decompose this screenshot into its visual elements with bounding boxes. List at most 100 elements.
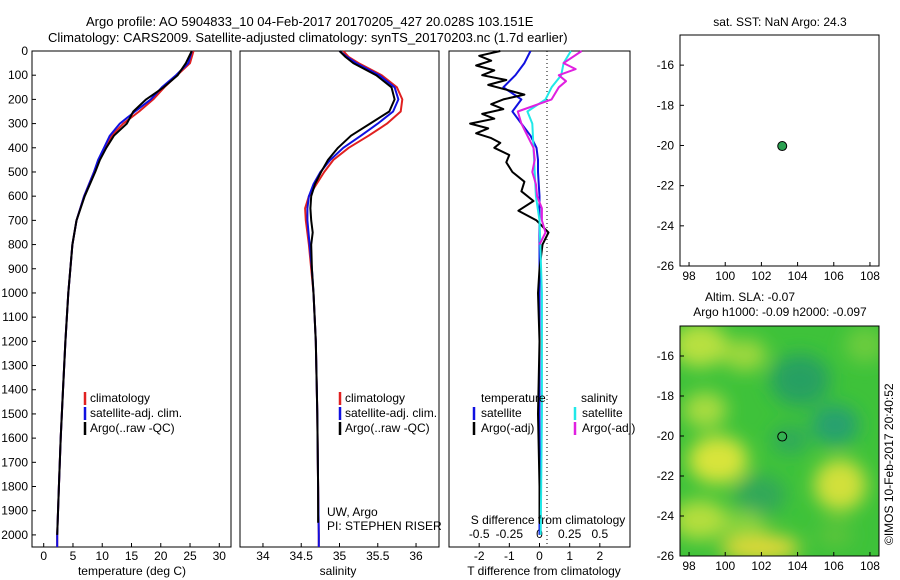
depth-tick-label: 1700	[1, 455, 28, 469]
map-x-tick-label: 104	[788, 269, 808, 283]
argo-location-marker	[777, 141, 788, 152]
x-tick-label-secondary: 0.25	[558, 527, 582, 541]
salinity-annotation-2: PI: STEPHEN RISER	[327, 519, 442, 533]
sla-map-title: Altim. SLA: -0.07	[705, 290, 795, 304]
map-y-tick-label: -20	[657, 138, 675, 152]
sal-legend-argo: Argo(..raw -QC)	[345, 421, 430, 435]
map-x-tick-label: 106	[824, 269, 844, 283]
map-x-tick-label: 102	[751, 559, 771, 573]
x-tick-label: 34	[256, 549, 270, 563]
x-tick-label: 34.5	[290, 549, 314, 563]
map-x-tick-label: 100	[715, 559, 735, 573]
series-line-argo-raw-qc-	[56, 50, 193, 535]
map-y-tick-label: -26	[657, 549, 675, 563]
salinity-annotation-1: UW, Argo	[327, 505, 378, 519]
depth-tick-label: 1400	[1, 383, 28, 397]
map-y-tick-label: -18	[657, 98, 675, 112]
depth-tick-label: 500	[8, 165, 28, 179]
difference-xlabel: T difference from climatology	[467, 564, 621, 578]
depth-tick-label: 1900	[1, 504, 28, 518]
depth-tick-label: 700	[8, 213, 28, 227]
sal-legend-climatology: climatology	[345, 391, 405, 405]
series-line-argo-adj-	[516, 50, 583, 246]
diff-legend-sal-satellite: satellite	[582, 406, 623, 420]
diff-legend-sal-argo: Argo(-adj)	[582, 421, 635, 435]
depth-tick-label: 300	[8, 117, 28, 131]
map-x-tick-label: 104	[788, 559, 808, 573]
depth-tick-label: 400	[8, 141, 28, 155]
salinity-legend: climatology satellite-adj. clim. Argo(..…	[338, 391, 437, 435]
x-tick-label: 1	[566, 549, 573, 563]
x-tick-label: 10	[96, 549, 110, 563]
salinity-panel-frame	[239, 50, 440, 548]
header-line-2: Climatology: CARS2009. Satellite-adjuste…	[48, 30, 568, 45]
depth-tick-label: 1100	[2, 310, 28, 324]
map-y-tick-label: -24	[657, 509, 675, 523]
x-tick-label: -2	[474, 549, 485, 563]
salinity-xlabel: salinity	[320, 564, 357, 578]
map-y-tick-label: -16	[657, 349, 675, 363]
diff-legend-title-salinity: salinity	[581, 391, 618, 405]
map-x-tick-label: 108	[860, 559, 880, 573]
depth-tick-label: 800	[8, 238, 28, 252]
sal-legend-satellite: satellite-adj. clim.	[345, 406, 437, 420]
x-tick-label-secondary: -0.5	[469, 527, 490, 541]
x-tick-label: 0	[536, 549, 543, 563]
imos-side-label: ©IMOS 10-Feb-2017 20:40:52	[882, 383, 896, 545]
map-x-tick-label: 98	[682, 269, 696, 283]
depth-tick-label: 2000	[1, 528, 28, 542]
depth-tick-label: 900	[8, 262, 28, 276]
x-tick-label: 0	[40, 549, 47, 563]
depth-tick-label: 1200	[1, 334, 28, 348]
x-tick-label: 35.5	[366, 549, 390, 563]
diff-legend-temp-satellite: satellite	[481, 406, 522, 420]
depth-tick-label: 1500	[1, 407, 28, 421]
depth-tick-label: 100	[8, 68, 28, 82]
temp-legend-satellite: satellite-adj. clim.	[90, 406, 182, 420]
map-x-tick-label: 108	[860, 269, 880, 283]
map-y-tick-label: -18	[657, 389, 675, 403]
depth-tick-label: 200	[8, 92, 28, 106]
header-line-1: Argo profile: AO 5904833_10 04-Feb-2017 …	[86, 14, 534, 29]
series-line-argo-adj-	[469, 50, 550, 523]
map-x-tick-label: 102	[751, 269, 771, 283]
map-y-tick-label: -26	[657, 259, 675, 273]
temp-legend-climatology: climatology	[90, 391, 150, 405]
x-tick-label: 2	[596, 549, 603, 563]
map-y-tick-label: -20	[657, 429, 675, 443]
x-tick-label: 25	[183, 549, 197, 563]
x-tick-label: 30	[213, 549, 227, 563]
map-y-tick-label: -22	[657, 469, 675, 483]
temp-legend-argo: Argo(..raw -QC)	[90, 421, 175, 435]
diff-legend-temp-argo: Argo(-adj)	[481, 421, 534, 435]
x-tick-label: 20	[154, 549, 168, 563]
depth-tick-label: 1600	[1, 431, 28, 445]
map-x-tick-label: 106	[824, 559, 844, 573]
depth-tick-label: 1800	[1, 480, 28, 494]
x-tick-label: 5	[70, 549, 77, 563]
map-x-tick-label: 98	[682, 559, 696, 573]
temperature-panel-frame	[31, 50, 232, 548]
sla-map-frame	[679, 325, 880, 557]
argo-location-marker	[777, 431, 788, 442]
x-tick-label: 35	[333, 549, 347, 563]
x-tick-label: 36	[409, 549, 423, 563]
sst-map-title: sat. SST: NaN Argo: 24.3	[713, 15, 847, 29]
sla-map-title-2: Argo h1000: -0.09 h2000: -0.097	[693, 305, 867, 319]
x-tick-label: -1	[504, 549, 515, 563]
depth-tick-label: 1000	[1, 286, 28, 300]
depth-tick-label: 1300	[1, 359, 28, 373]
series-line-climatology	[304, 50, 404, 547]
series-line-satellite	[526, 50, 572, 535]
map-x-tick-label: 100	[715, 269, 735, 283]
diff-legend-title-temperature: temperature	[481, 391, 546, 405]
x-tick-label-secondary: -0.25	[496, 527, 524, 541]
temperature-legend: climatology satellite-adj. clim. Argo(..…	[83, 391, 182, 435]
sla-heatmap	[680, 326, 879, 556]
depth-tick-label: 600	[8, 189, 28, 203]
difference-xlabel-2: S difference from climatology	[471, 513, 626, 527]
map-y-tick-label: -22	[657, 179, 675, 193]
map-y-tick-label: -24	[657, 219, 675, 233]
x-tick-label: 15	[125, 549, 139, 563]
